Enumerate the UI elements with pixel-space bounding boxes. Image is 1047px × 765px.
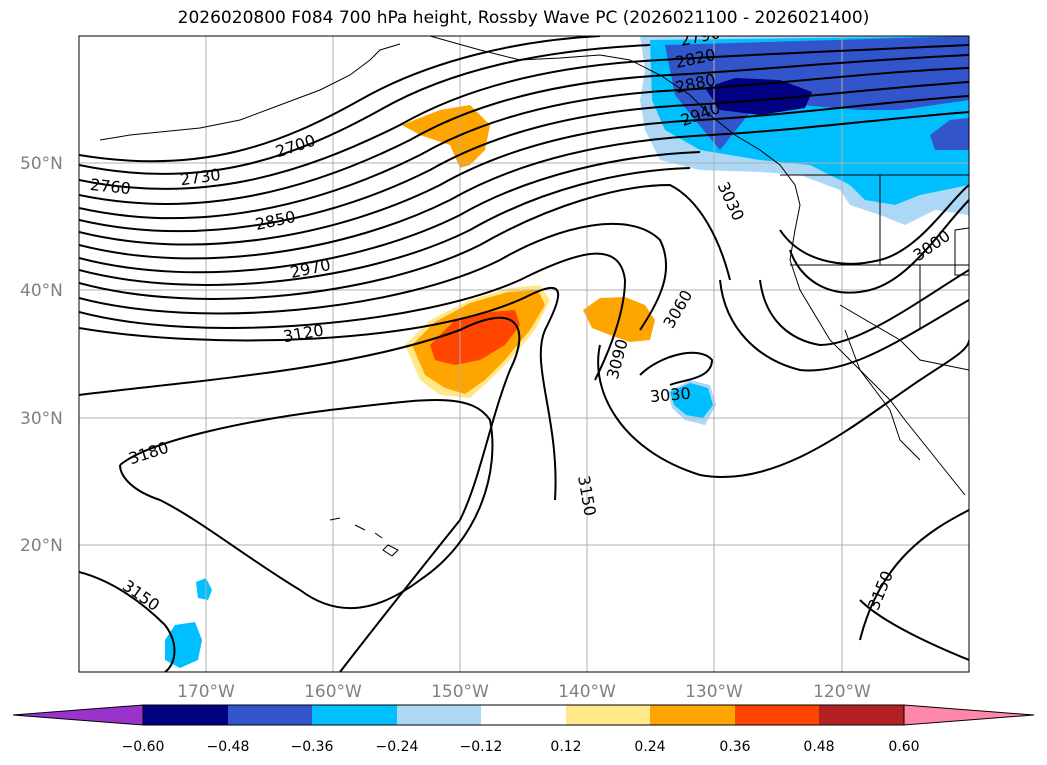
shading-neg-cutoff <box>670 383 713 418</box>
colorbar-frame <box>142 704 905 726</box>
shading-pos-central-red <box>430 310 520 365</box>
colorbar-tick-label: 0.24 <box>634 739 665 755</box>
graticule <box>79 36 969 672</box>
latitude-label: 20°N <box>20 536 63 556</box>
longitude-label: 170°W <box>177 682 235 702</box>
colorbar: −0.60 −0.48 −0.36 −0.24 −0.12 0.12 0.24 … <box>12 704 1035 755</box>
colorbar-swatch <box>735 705 819 725</box>
colorbar-tick-label: 0.36 <box>719 739 750 755</box>
latitude-label: 40°N <box>20 281 63 301</box>
longitude-axis: 170°W 160°W 150°W 140°W 130°W 120°W <box>177 682 871 702</box>
latitude-label: 50°N <box>20 154 63 174</box>
map-title: 2026020800 F084 700 hPa height, Rossby W… <box>177 8 870 28</box>
coastlines <box>99 36 969 557</box>
colorbar-tick-label: 0.48 <box>803 739 834 755</box>
colorbar-extend-high <box>903 704 1035 726</box>
colorbar-tick-label: 0.60 <box>888 739 919 755</box>
colorbar-swatch <box>481 705 566 725</box>
longitude-label: 120°W <box>813 682 871 702</box>
colorbar-swatch <box>228 705 312 725</box>
shading-pos-north <box>402 105 490 168</box>
colorbar-extend-low <box>12 704 144 726</box>
shading-neg-blue <box>665 36 969 150</box>
colorbar-swatch <box>566 705 650 725</box>
contour-label: 2760 <box>89 175 131 198</box>
colorbar-swatch <box>143 705 228 725</box>
colorbar-tick-label: −0.24 <box>376 739 419 755</box>
colorbar-tick-label: −0.48 <box>207 739 250 755</box>
shading-neg-sw-small <box>196 578 212 600</box>
colorbar-tick-label: 0.12 <box>550 739 581 755</box>
colorbar-swatch <box>819 705 904 725</box>
map-frame <box>78 35 970 673</box>
height-contours <box>79 36 969 672</box>
longitude-label: 160°W <box>304 682 362 702</box>
colorbar-tick-label: −0.12 <box>460 739 503 755</box>
colorbar-swatch <box>650 705 735 725</box>
longitude-label: 130°W <box>685 682 743 702</box>
colorbar-swatch <box>312 705 397 725</box>
longitude-label: 150°W <box>431 682 489 702</box>
colorbar-swatch <box>397 705 481 725</box>
pc-shading <box>165 36 969 668</box>
colorbar-tick-label: −0.36 <box>291 739 334 755</box>
contour-label: 3030 <box>649 384 691 406</box>
latitude-axis: 50°N 40°N 30°N 20°N <box>20 154 63 556</box>
longitude-label: 140°W <box>558 682 616 702</box>
latitude-label: 30°N <box>20 409 63 429</box>
colorbar-tick-label: −0.60 <box>122 739 165 755</box>
